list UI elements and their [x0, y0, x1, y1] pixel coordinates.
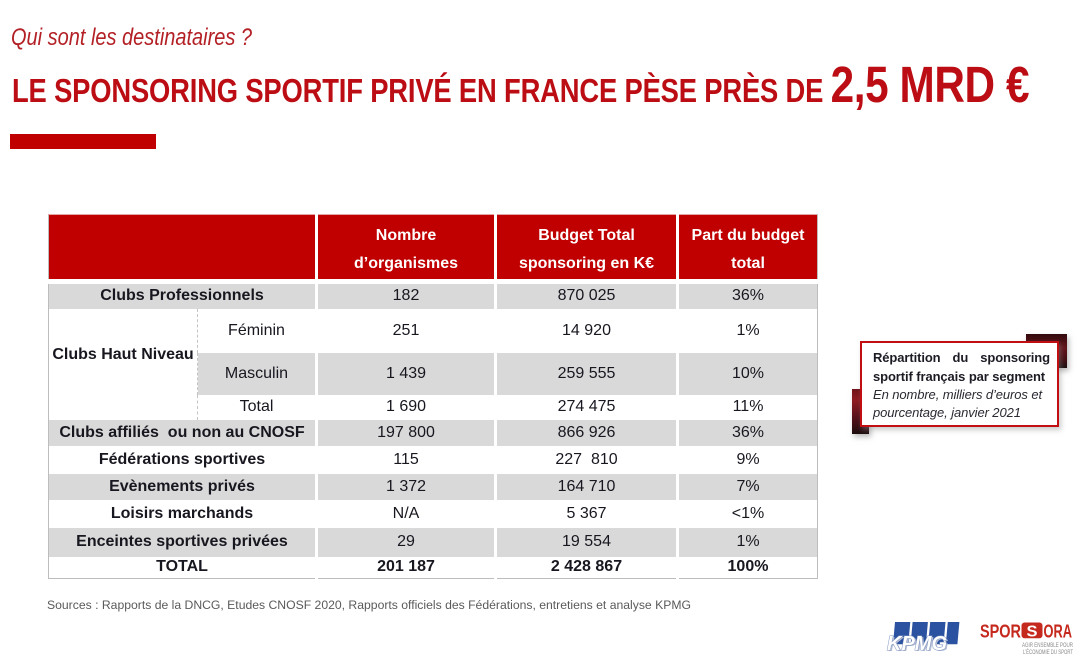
svg-text:L’ÉCONOMIE DU SPORT: L’ÉCONOMIE DU SPORT — [1023, 649, 1073, 656]
svg-text:SPOR: SPOR — [980, 622, 1021, 642]
svg-text:ORA: ORA — [1044, 622, 1073, 642]
svg-text:S: S — [1027, 623, 1038, 640]
svg-text:KPMG: KPMG — [889, 634, 949, 656]
svg-text:KPMG: KPMG — [887, 633, 947, 655]
svg-text:AGIR ENSEMBLE POUR: AGIR ENSEMBLE POUR — [1022, 642, 1073, 649]
